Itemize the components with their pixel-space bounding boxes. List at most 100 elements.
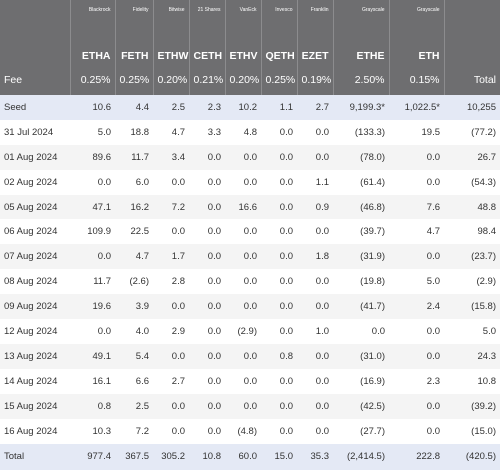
flow-value: 0.0 — [261, 144, 297, 170]
flow-value: 10.6 — [70, 94, 115, 120]
flow-value: 89.6 — [70, 144, 115, 170]
flow-value: 0.0 — [243, 176, 257, 188]
flow-value: 0.0 — [243, 226, 257, 238]
fee-value: 0.25% — [70, 65, 116, 95]
issuer-name: 21 Shares — [189, 0, 226, 33]
flow-value: 0.0 — [261, 194, 297, 220]
fee-value: Total — [444, 65, 500, 95]
row-date: 12 Aug 2024 — [4, 326, 58, 338]
flow-value: 2.5 — [115, 393, 153, 419]
issuer-name: Blackrock — [70, 0, 116, 33]
flow-value: 0.0 — [279, 176, 293, 188]
flow-value: 2.5 — [153, 94, 189, 120]
flow-value: 5.0 — [426, 276, 440, 288]
flow-value: 15.0 — [261, 443, 297, 470]
flow-value: 35.3 — [297, 443, 333, 470]
flow-value: (77.2) — [471, 126, 496, 138]
flow-value: 0.0 — [153, 344, 189, 369]
flow-value: 0.0 — [297, 144, 333, 170]
flow-value: 2.3 — [426, 375, 440, 387]
flow-value: 0.0 — [426, 176, 440, 188]
flow-value: 24.3 — [444, 344, 500, 369]
flow-value: 10.2 — [225, 94, 261, 120]
flow-value: 49.1 — [70, 344, 115, 369]
flow-value: 9,199.3* — [333, 94, 389, 120]
flow-value: 109.9 — [87, 226, 111, 238]
flow-value: 222.8 — [389, 443, 444, 470]
ticker-symbol: ETHW — [153, 32, 190, 66]
issuer-name: Grayscale — [389, 0, 445, 33]
flow-value: 0.0 — [389, 144, 444, 170]
flow-value: 0.0 — [389, 344, 444, 369]
row-date: 15 Aug 2024 — [0, 393, 70, 419]
flow-value: 7.6 — [389, 194, 444, 220]
table-row: 02 Aug 2024 0.0 6.0 0.0 0.0 0.0 0.0 1.1 (61.4) 0.… — [0, 170, 500, 195]
total-row: Total 977.4 367.5 305.2 10.8 60.0 15.0 35.3 (2,4… — [0, 443, 500, 470]
flow-value: 0.0 — [225, 294, 261, 320]
ticker-header-row: ETHA FETH ETHW CETH ETHV QETH EZET ETHE ETH — [0, 32, 500, 66]
flow-value: 0.0 — [225, 144, 261, 170]
flow-value: 0.0 — [153, 294, 189, 320]
fee-value: 0.20% — [225, 65, 262, 95]
flow-value: 2.7 — [171, 375, 185, 387]
flow-value: 2.3 — [189, 94, 225, 120]
flow-value: 26.7 — [444, 144, 500, 170]
table-row: 06 Aug 2024 109.9 22.5 0.0 0.0 0.0 0.0 0.0 (39.7… — [0, 219, 500, 244]
flow-value: 7.2 — [153, 194, 189, 220]
row-date: 16 Aug 2024 — [4, 425, 58, 437]
ticker-symbol: EZET — [297, 32, 334, 66]
flow-value: 5.0 — [97, 126, 111, 138]
table-row: 14 Aug 2024 16.1 6.6 2.7 0.0 0.0 0.0 0.0 (16.9) 2… — [0, 369, 500, 394]
flow-value: 0.0 — [315, 375, 329, 387]
ticker-symbol: ETH — [389, 32, 445, 66]
flow-value: 0.0 — [261, 294, 297, 320]
fee-value: 0.21% — [189, 65, 226, 95]
issuer-name — [444, 0, 500, 33]
ticker-symbol: CETH — [189, 32, 226, 66]
flow-value: 7.2 — [135, 425, 149, 437]
flow-value: (23.7) — [444, 244, 500, 270]
table-row: 05 Aug 2024 47.1 16.2 7.2 0.0 16.6 0.0 0.9 (46.8… — [0, 194, 500, 220]
flow-value: 2.9 — [171, 326, 185, 338]
flow-value: 0.0 — [279, 425, 293, 437]
flow-value: (42.5) — [333, 393, 389, 419]
flow-value: 0.0 — [297, 344, 333, 369]
row-date: 07 Aug 2024 — [0, 244, 70, 270]
flow-value: 0.0 — [389, 393, 444, 419]
header-corner — [0, 32, 71, 66]
flow-value: 18.8 — [130, 126, 150, 138]
flow-value: (61.4) — [360, 176, 385, 188]
flow-value: 4.8 — [243, 126, 257, 138]
flow-value: (39.7) — [360, 226, 385, 238]
flow-value: (2.9) — [237, 326, 257, 338]
flow-value: 5.0 — [482, 326, 496, 338]
flow-value: 10.8 — [477, 375, 497, 387]
fee-value: 0.20% — [153, 65, 190, 95]
row-date: 02 Aug 2024 — [4, 176, 58, 188]
ticker-symbol: QETH — [261, 32, 298, 66]
flow-value: 10.3 — [92, 425, 112, 437]
flow-value: 1.0 — [315, 326, 329, 338]
flow-value: (2,414.5) — [333, 443, 389, 470]
row-date: 13 Aug 2024 — [0, 344, 70, 369]
fee-label: Fee — [0, 65, 71, 95]
flow-value: 10,255 — [444, 94, 500, 120]
flow-value: 0.0 — [279, 326, 293, 338]
table-row: 16 Aug 2024 10.3 7.2 0.0 0.0 (4.8) 0.0 0.0 (27.7… — [0, 419, 500, 444]
flow-value: 0.0 — [225, 344, 261, 369]
table-row: 12 Aug 2024 0.0 4.0 2.9 0.0 (2.9) 0.0 1.0 0.0 0.0… — [0, 319, 500, 344]
flow-value: 0.0 — [97, 326, 111, 338]
flow-value: (31.9) — [333, 244, 389, 270]
flow-value: 0.8 — [261, 344, 297, 369]
flow-value: 0.0 — [426, 326, 440, 338]
row-label: Total — [0, 443, 70, 470]
flow-value: 0.0 — [207, 176, 221, 188]
table-row: 07 Aug 2024 0.0 4.7 1.7 0.0 0.0 0.0 1.8 (31.9) 0.… — [0, 244, 500, 270]
flow-value: 4.7 — [171, 126, 185, 138]
flow-value: (16.9) — [360, 375, 385, 387]
flow-value: 0.0 — [279, 276, 293, 288]
flow-value: 1.1 — [315, 176, 329, 188]
flow-value: 16.1 — [92, 375, 112, 387]
fee-value: 0.15% — [389, 65, 445, 95]
flow-value: 0.0 — [279, 375, 293, 387]
